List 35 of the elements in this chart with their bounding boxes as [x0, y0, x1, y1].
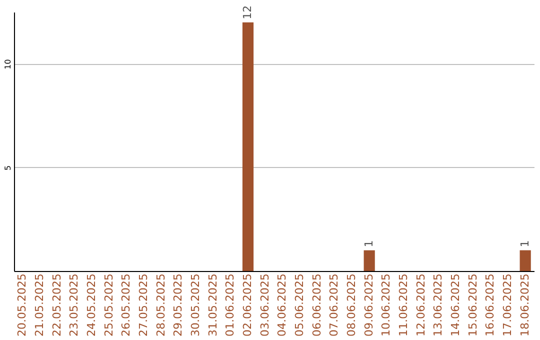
x-tick-label: 13.06.2025 — [432, 274, 445, 336]
x-tick-label: 23.05.2025 — [68, 274, 81, 336]
x-tick-label: 10.06.2025 — [380, 274, 393, 336]
x-tick-label: 18.06.2025 — [518, 274, 532, 336]
x-tick-label: 14.06.2025 — [449, 274, 462, 336]
data-label: 1 — [518, 240, 532, 248]
y-tick-label: 5 — [4, 165, 12, 170]
x-tick-label: 30.05.2025 — [189, 274, 202, 336]
x-tick-label: 25.05.2025 — [102, 274, 116, 336]
x-tick-label: 16.06.2025 — [484, 274, 497, 336]
x-tick-label: 28.05.2025 — [154, 274, 168, 336]
x-tick-label: 15.06.2025 — [466, 274, 480, 336]
data-label: 1 — [362, 240, 376, 248]
x-tick-label: 11.06.2025 — [397, 274, 410, 336]
x-tick-label: 29.05.2025 — [172, 274, 185, 336]
x-tick-label: 06.06.2025 — [310, 274, 324, 336]
x-tick-label: 17.06.2025 — [501, 274, 514, 336]
x-tick-label: 03.06.2025 — [258, 274, 272, 336]
x-tick-label: 20.05.2025 — [16, 274, 29, 336]
y-tick-label: 10 — [4, 59, 12, 70]
x-tick-label: 07.06.2025 — [328, 274, 341, 336]
x-tick-label: 04.06.2025 — [276, 274, 289, 336]
x-tick-label: 26.05.2025 — [120, 274, 133, 336]
x-tick-label: 21.05.2025 — [33, 274, 46, 336]
x-tick-label: 05.06.2025 — [293, 274, 306, 336]
x-tick-label: 08.06.2025 — [345, 274, 358, 336]
x-tick-label: 27.05.2025 — [137, 274, 150, 336]
x-tick-label: 09.06.2025 — [362, 274, 376, 336]
x-tick-label: 31.05.2025 — [206, 274, 220, 336]
x-tick-label: 02.06.2025 — [241, 274, 254, 336]
x-tick-label: 12.06.2025 — [414, 274, 428, 336]
x-tick-label: 01.06.2025 — [224, 274, 237, 336]
data-label: 12 — [241, 5, 254, 20]
x-tick-label: 24.05.2025 — [85, 274, 98, 336]
x-tick-label: 22.05.2025 — [50, 274, 64, 336]
